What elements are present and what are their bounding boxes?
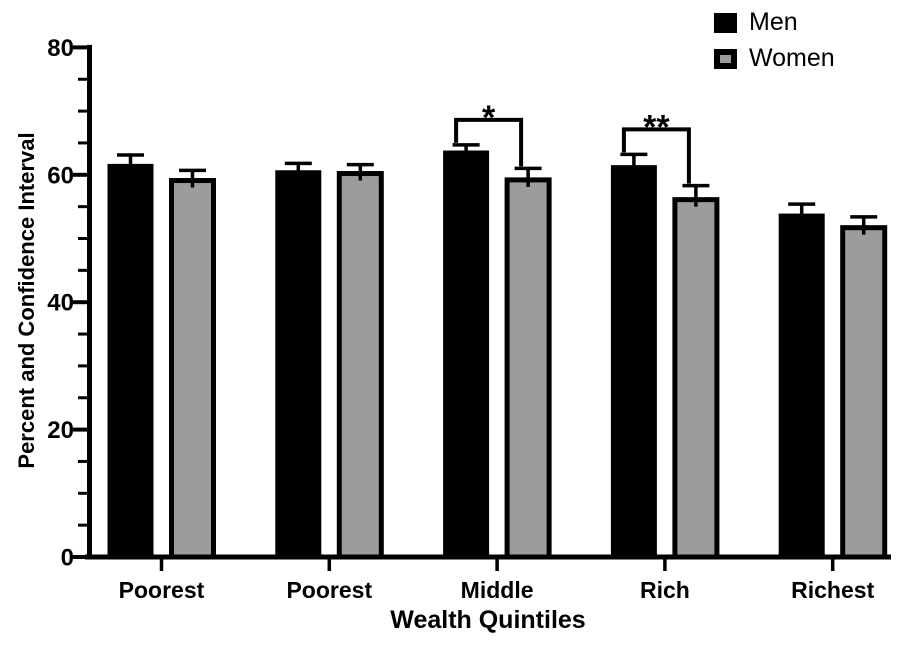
category-label-3: Rich: [640, 577, 690, 603]
bar-men-0: [107, 163, 154, 560]
bar-women-3: [672, 197, 720, 560]
men-series-swatch-icon: [714, 12, 737, 33]
bar-women-0: [169, 178, 216, 560]
bar-women-1: [336, 171, 384, 560]
category-label-4: Richest: [791, 577, 874, 603]
y-tick-label: 0: [61, 545, 74, 572]
y-tick-label: 60: [47, 162, 74, 189]
bar-men-1: [275, 170, 322, 559]
bar-men-2: [443, 150, 490, 559]
significance-bracket: [621, 127, 691, 184]
significance-star: *: [482, 99, 496, 137]
significance-star: **: [643, 108, 670, 146]
bar-men-4: [778, 213, 825, 559]
category-label-1: Poorest: [286, 577, 372, 603]
legend: Men Women: [714, 10, 835, 71]
x-axis-title: Wealth Quintiles: [390, 606, 586, 634]
legend-label-men: Men: [749, 8, 798, 36]
legend-item-women: Women: [714, 46, 835, 71]
significance-bracket: [454, 117, 524, 167]
y-tick-label: 80: [47, 35, 74, 62]
bar-women-4: [840, 225, 888, 560]
bar-women-2: [504, 177, 552, 560]
y-axis-title: Percent and Confidence Interval: [14, 132, 39, 469]
category-label-2: Middle: [461, 577, 534, 603]
women-series-swatch-icon: [714, 48, 737, 69]
y-tick-label: 20: [47, 417, 74, 444]
legend-item-men: Men: [714, 10, 835, 35]
bar-men-3: [610, 165, 657, 559]
y-tick-label: 40: [47, 290, 74, 317]
legend-label-women: Women: [749, 44, 835, 72]
category-label-0: Poorest: [119, 577, 205, 603]
